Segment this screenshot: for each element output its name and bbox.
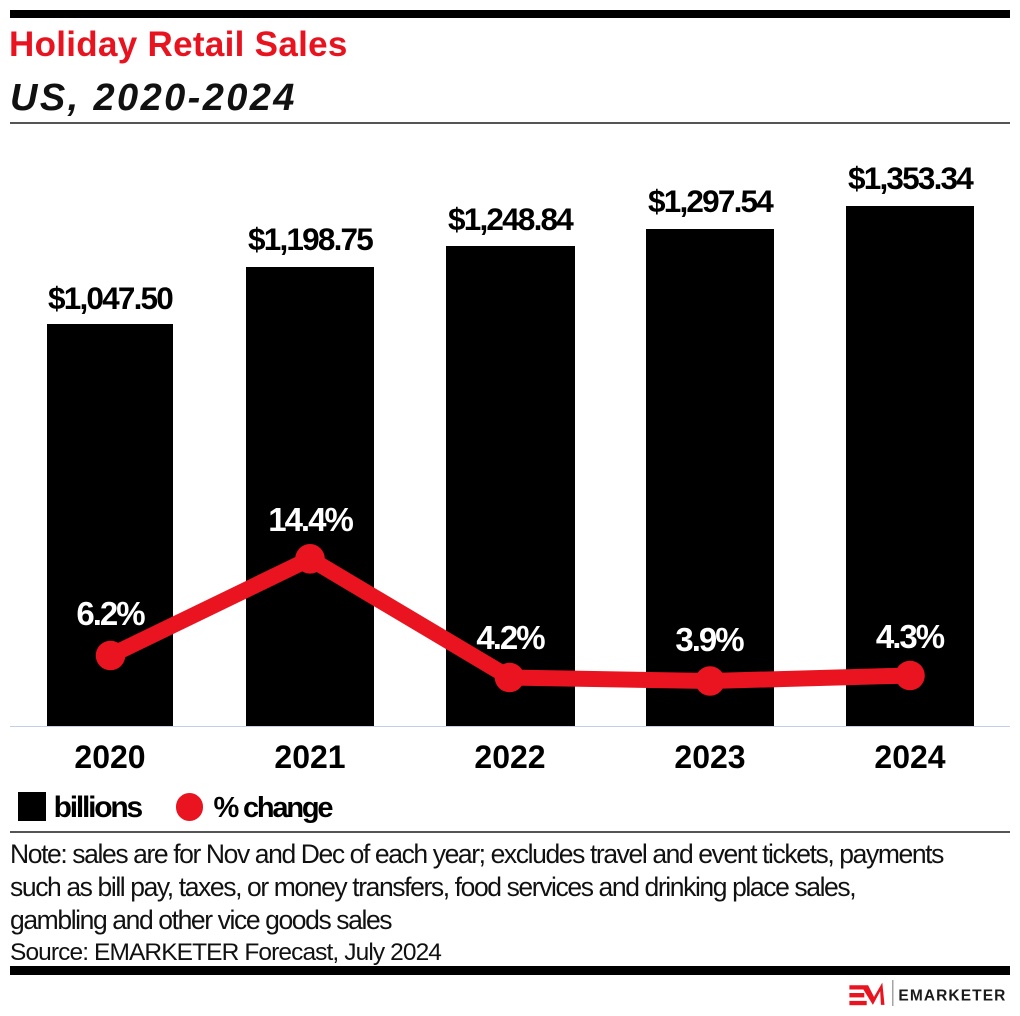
- svg-text:EMARKETER: EMARKETER: [898, 987, 1006, 1004]
